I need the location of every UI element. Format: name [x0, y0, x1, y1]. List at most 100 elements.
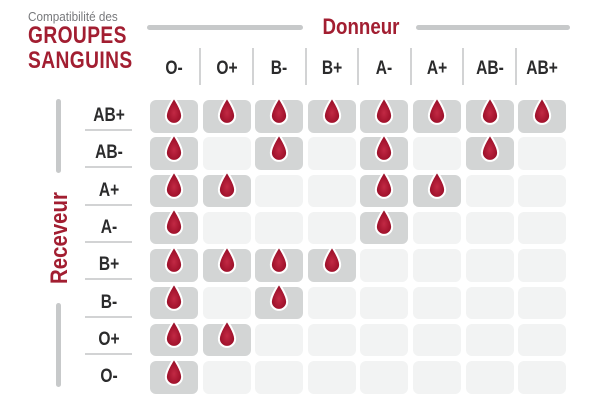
compat-cell-B--O+ — [202, 286, 251, 319]
donor-column-header-B-: B- — [270, 58, 288, 79]
compat-cell-O+-AB+ — [518, 323, 567, 357]
column-separator — [251, 48, 254, 85]
blood-drop-icon — [270, 96, 289, 125]
column-separator — [409, 48, 412, 85]
recipient-row-label-AB-: AB- — [95, 142, 123, 164]
compat-cell-B+-AB- — [465, 249, 514, 282]
compat-cell-A--B+ — [307, 211, 356, 245]
recipient-row-label-A-: A- — [100, 216, 118, 238]
recipient-row-label-AB+: AB+ — [93, 105, 125, 126]
blood-drop-icon — [533, 96, 552, 125]
title-groupes: GROUPES — [28, 22, 127, 49]
row-separator — [85, 278, 132, 281]
row-separator — [85, 129, 132, 131]
blood-drop-icon — [480, 133, 499, 162]
row-separator — [85, 203, 132, 206]
recipient-row-label-O-: O- — [100, 366, 118, 388]
column-separator — [514, 48, 517, 85]
blood-drop-icon — [164, 207, 184, 237]
compat-cell-AB+-B- — [255, 96, 304, 133]
donor-axis-label: Donneur — [322, 14, 400, 39]
compat-cell-A+-O- — [150, 170, 198, 208]
compat-cell-B--B- — [255, 282, 304, 319]
blood-drop-icon — [164, 319, 184, 349]
donor-column-header-A+: A+ — [426, 58, 448, 79]
donor-column-header-AB+: AB+ — [526, 58, 558, 79]
compat-cell-B+-O- — [150, 245, 198, 282]
column-separator — [357, 48, 360, 85]
compat-cell-A--A- — [360, 207, 409, 245]
compat-cell-AB--AB+ — [518, 137, 567, 170]
donor-column-header-O+: O+ — [215, 58, 238, 79]
compat-cell-AB+-B+ — [307, 96, 356, 133]
compat-cell-O+-O- — [150, 319, 198, 357]
compat-cell-O+-B+ — [307, 323, 356, 357]
compat-cell-A+-AB- — [465, 174, 514, 208]
blood-drop-icon — [217, 319, 236, 349]
compat-cell-O+-B- — [255, 323, 304, 357]
compat-cell-O--O- — [150, 357, 198, 394]
compat-cell-B--A+ — [413, 286, 461, 319]
compat-cell-A--B- — [255, 211, 304, 245]
recipient-axis-line-bottom — [55, 303, 61, 387]
compat-cell-B+-B- — [255, 245, 304, 282]
compat-cell-B+-A+ — [413, 249, 461, 282]
blood-drop-icon — [322, 245, 341, 274]
compat-cell-AB+-AB+ — [518, 96, 567, 133]
compat-cell-B+-O+ — [202, 245, 251, 282]
compat-cell-A+-B- — [255, 174, 304, 208]
compat-cell-B+-AB+ — [518, 249, 567, 282]
compat-cell-AB+-O+ — [202, 96, 251, 133]
blood-drop-icon — [322, 96, 341, 125]
blood-drop-icon — [164, 282, 184, 311]
donor-column-header-B+: B+ — [321, 58, 342, 79]
compat-cell-O--AB+ — [518, 361, 567, 394]
blood-drop-icon — [164, 170, 184, 199]
compat-cell-B--B+ — [307, 286, 356, 319]
compat-cell-B+-B+ — [307, 245, 356, 282]
compat-cell-AB--AB- — [465, 133, 514, 170]
column-separator — [199, 48, 202, 85]
recipient-row-label-A+: A+ — [98, 179, 120, 201]
row-separator — [85, 352, 132, 355]
blood-drop-icon — [375, 133, 394, 162]
compat-cell-O--A+ — [413, 361, 461, 394]
compat-cell-AB+-A- — [360, 96, 409, 133]
blood-drop-icon — [164, 357, 184, 386]
compat-cell-B+-A- — [360, 249, 409, 282]
blood-drop-icon — [164, 133, 184, 162]
recipient-axis-label: Receveur — [46, 192, 73, 284]
title-sanguins: SANGUINS — [28, 47, 133, 74]
blood-drop-icon — [375, 170, 394, 199]
compat-cell-A--A+ — [413, 211, 461, 245]
column-separator — [462, 48, 465, 85]
blood-drop-icon — [375, 207, 394, 237]
compat-cell-AB+-O- — [150, 96, 198, 133]
compat-cell-O--O+ — [202, 361, 251, 394]
row-separator — [85, 166, 132, 169]
compat-cell-AB--A- — [360, 133, 409, 170]
compat-cell-A--AB+ — [518, 211, 567, 245]
compat-cell-A+-O+ — [202, 170, 251, 208]
blood-drop-icon — [217, 245, 236, 274]
compat-cell-A+-A- — [360, 170, 409, 208]
row-separator — [85, 315, 132, 318]
recipient-axis-line-top — [55, 99, 61, 173]
compat-cell-B--AB+ — [518, 286, 567, 319]
donor-axis-line-right — [416, 25, 570, 30]
recipient-row-label-O+: O+ — [98, 328, 120, 350]
compat-cell-O+-AB- — [465, 323, 514, 357]
compat-cell-O+-A- — [360, 323, 409, 357]
donor-column-header-O-: O- — [165, 58, 183, 79]
compat-cell-AB--A+ — [413, 137, 461, 170]
blood-drop-icon — [217, 96, 236, 125]
recipient-row-label-B-: B- — [100, 291, 118, 313]
blood-drop-icon — [164, 96, 184, 125]
blood-drop-icon — [164, 245, 184, 274]
compat-cell-B--O- — [150, 282, 198, 319]
blood-drop-icon — [375, 96, 394, 125]
compat-cell-AB--O- — [150, 133, 198, 170]
compat-cell-A--O+ — [202, 211, 251, 245]
donor-column-header-AB-: AB- — [475, 58, 504, 79]
